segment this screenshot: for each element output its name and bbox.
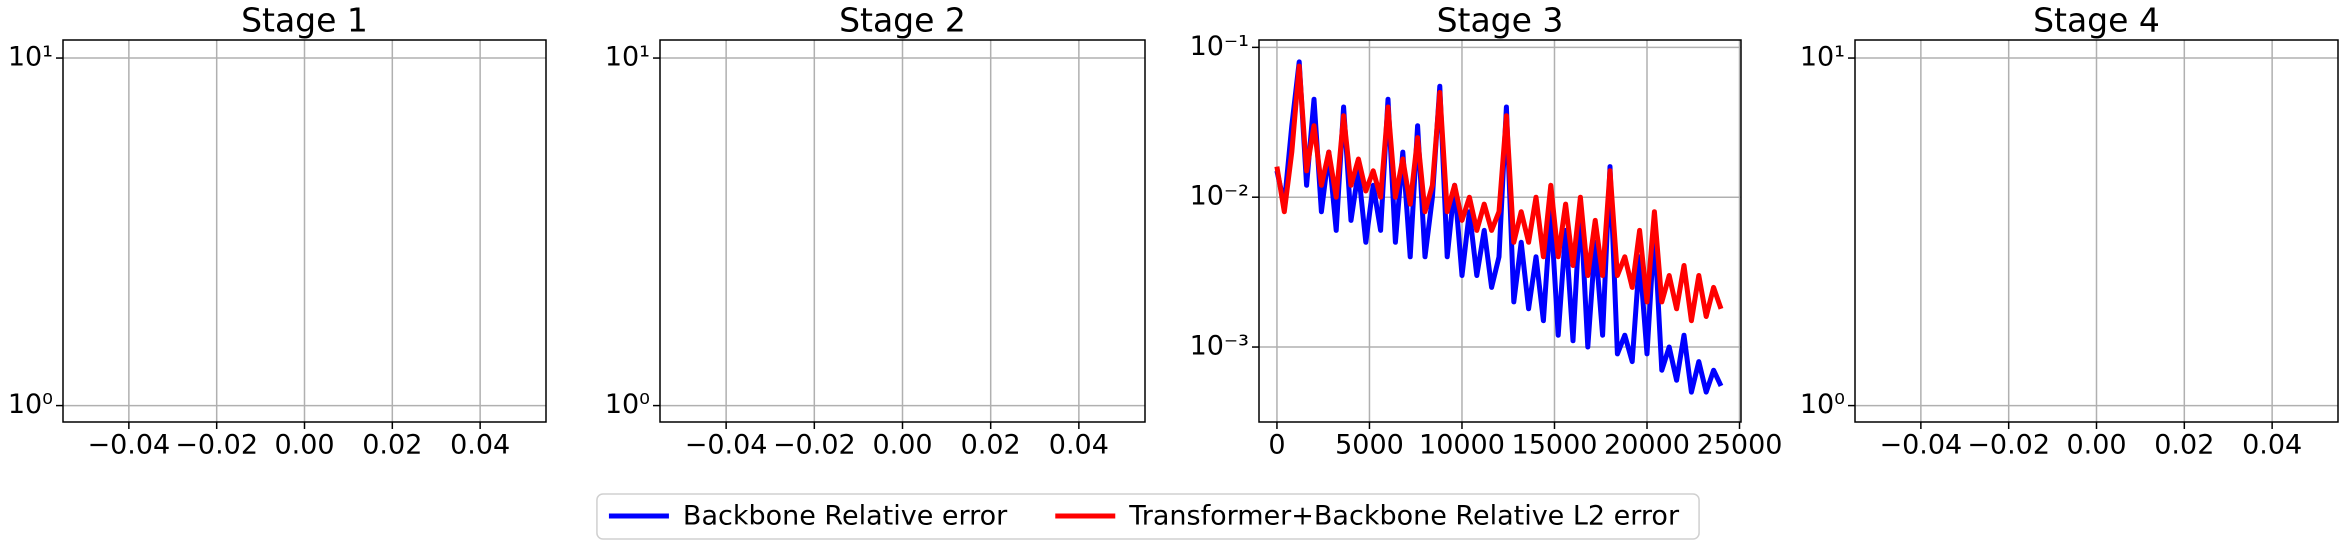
- x-tick-label: −0.04: [87, 430, 170, 461]
- x-tick-label: 0.02: [961, 430, 1021, 461]
- x-tick-label: 0.00: [872, 430, 932, 461]
- x-tick-label: 0.00: [274, 430, 334, 461]
- y-tick-label: 10¹: [8, 42, 53, 73]
- chart-title: Stage 3: [1437, 1, 1564, 40]
- x-tick-label: 10000: [1419, 430, 1505, 461]
- axes-frame: [62, 39, 547, 423]
- axes-frame: [1258, 39, 1742, 423]
- x-tick-label: 20000: [1604, 430, 1690, 461]
- x-tick-label: 0.04: [450, 430, 510, 461]
- x-tick-label: 0.02: [362, 430, 422, 461]
- y-tick-label: 10⁻³: [1190, 331, 1249, 362]
- x-tick-label: −0.02: [773, 430, 856, 461]
- chart-title: Stage 2: [839, 1, 966, 40]
- x-tick-label: 15000: [1512, 430, 1598, 461]
- y-tick-label: 10⁻¹: [1190, 31, 1249, 62]
- y-tick-label: 10⁰: [1800, 389, 1845, 420]
- data-line: [1274, 63, 1724, 324]
- y-tick-label: 10¹: [1800, 42, 1845, 73]
- chart-title: Stage 1: [241, 1, 368, 40]
- y-tick-label: 10¹: [605, 42, 650, 73]
- legend-label: Backbone Relative error: [683, 501, 1008, 532]
- axes-frame: [1854, 39, 2339, 423]
- x-tick-label: 0.02: [2154, 430, 2214, 461]
- y-tick-label: 10⁻²: [1190, 181, 1249, 212]
- x-tick-label: 0.04: [1049, 430, 1109, 461]
- legend: Backbone Relative error Transformer+Backb…: [596, 493, 1700, 540]
- chart-title: Stage 4: [2033, 1, 2160, 40]
- x-tick-label: −0.04: [1879, 430, 1962, 461]
- legend-box: [596, 493, 1700, 540]
- x-tick-label: 25000: [1697, 430, 1783, 461]
- x-tick-label: 0: [1268, 430, 1285, 461]
- y-tick-label: 10⁰: [605, 389, 650, 420]
- x-tick-label: 5000: [1335, 430, 1404, 461]
- x-tick-label: −0.04: [685, 430, 768, 461]
- data-line: [1274, 59, 1724, 395]
- axes-frame: [659, 39, 1146, 423]
- x-tick-label: 0.04: [2242, 430, 2302, 461]
- y-tick-label: 10⁰: [8, 389, 53, 420]
- legend-label: Transformer+Backbone Relative L2 error: [1128, 501, 1680, 532]
- x-tick-label: −0.02: [1967, 430, 2050, 461]
- x-tick-label: 0.00: [2066, 430, 2126, 461]
- x-tick-label: −0.02: [175, 430, 258, 461]
